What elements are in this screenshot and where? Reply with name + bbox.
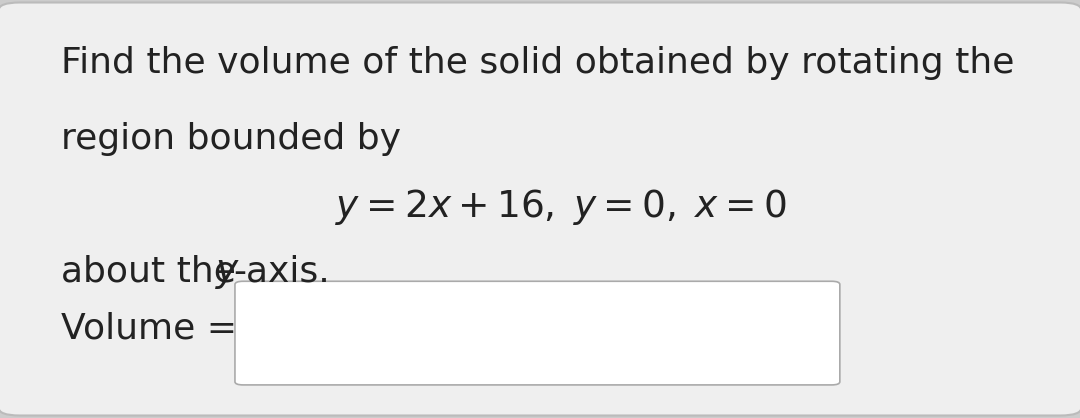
Text: Find the volume of the solid obtained by rotating the: Find the volume of the solid obtained by…: [62, 46, 1014, 80]
Text: -axis.: -axis.: [233, 255, 329, 289]
Text: region bounded by: region bounded by: [62, 122, 401, 155]
Text: $y$: $y$: [215, 255, 241, 291]
FancyBboxPatch shape: [235, 281, 840, 385]
FancyBboxPatch shape: [0, 3, 1080, 415]
Text: $y = 2x + 16, \; y = 0, \; x = 0$: $y = 2x + 16, \; y = 0, \; x = 0$: [335, 187, 786, 227]
Text: Volume =: Volume =: [62, 311, 238, 345]
Text: about the: about the: [62, 255, 247, 289]
